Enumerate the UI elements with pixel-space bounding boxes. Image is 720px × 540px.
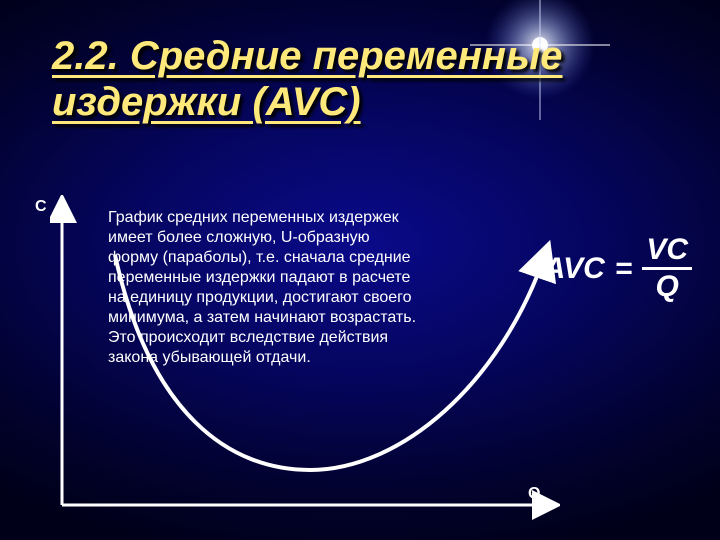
formula-fraction: VC Q xyxy=(642,235,692,302)
slide-title-text: 2.2. Средние переменные издержки (AVC) xyxy=(52,34,563,124)
slide-title: 2.2. Средние переменные издержки (AVC) xyxy=(52,33,680,125)
avc-formula: AVC = VC Q xyxy=(544,235,692,302)
formula-lhs: AVC xyxy=(544,252,605,286)
chart-description: График средних переменных издержек имеет… xyxy=(108,208,418,368)
formula-denominator: Q xyxy=(642,267,692,302)
formula-eq: = xyxy=(615,252,633,286)
x-axis-label: Q xyxy=(528,485,540,503)
slide-container: 2.2. Средние переменные издержки (AVC) C… xyxy=(0,0,720,540)
y-axis-label: C xyxy=(35,198,47,216)
formula-numerator: VC xyxy=(642,235,692,267)
